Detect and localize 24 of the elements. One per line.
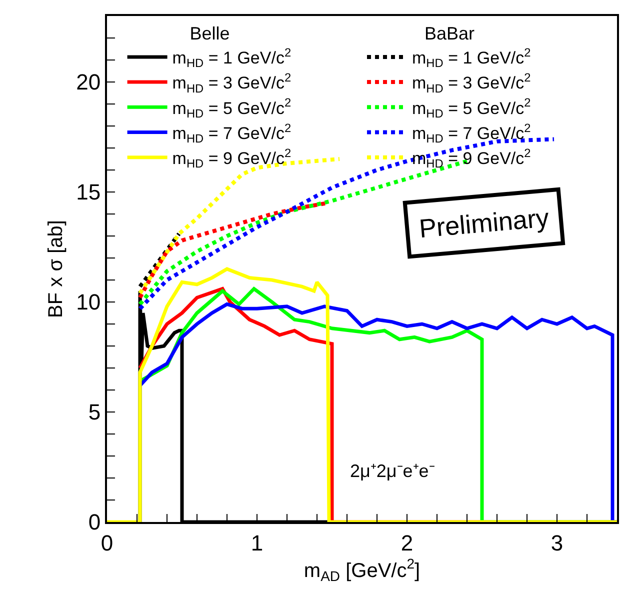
legend-label: m$_{HD}$ = 3 GeV/c$^{2}$: [172, 70, 292, 96]
legend-label: m$_{HD}$ = 1 GeV/c$^{2}$: [412, 45, 532, 70]
x-axis-title: m$_{AD}$ [GeV/c$^{2}$]: [304, 555, 420, 584]
legend-label: m$_{HD}$ = 5 GeV/c$^{2}$: [412, 96, 532, 120]
text: Belle: [190, 23, 230, 44]
y-tick-label: 10: [76, 290, 101, 315]
legend-label: m$_{HD}$ = 3 GeV/c$^{2}$: [412, 70, 532, 96]
legend-label: m$_{HD}$ = 1 GeV/c$^{2}$: [172, 45, 292, 70]
x-tick-label: 3: [550, 530, 564, 556]
y-tick-label: 15: [76, 180, 101, 205]
legend-label: m$_{HD}$ = 5 GeV/c$^{2}$: [172, 96, 292, 120]
legend-label: m$_{HD}$ = 7 GeV/c$^{2}$: [172, 120, 292, 146]
y-tick-label: 0: [88, 510, 101, 535]
annotation: 2μ⁺2μ⁻e⁺e⁻: [350, 461, 435, 481]
legend-label: m$_{HD}$ = 9 GeV/c$^{2}$: [172, 146, 292, 171]
x-tick-label: 2: [400, 530, 414, 556]
y-tick-label: 5: [88, 400, 101, 425]
text: BaBar: [424, 23, 475, 44]
legend-label: m$_{HD}$ = 7 GeV/c$^{2}$: [412, 120, 532, 146]
y-axis-title: BF x σ [ab]: [45, 220, 68, 318]
x-tick-label: 1: [250, 530, 264, 556]
annotation: Preliminary: [418, 202, 550, 244]
y-tick-label: 20: [76, 70, 101, 95]
legend-label: m$_{HD}$ = 9 GeV/c$^{2}$: [412, 146, 532, 171]
